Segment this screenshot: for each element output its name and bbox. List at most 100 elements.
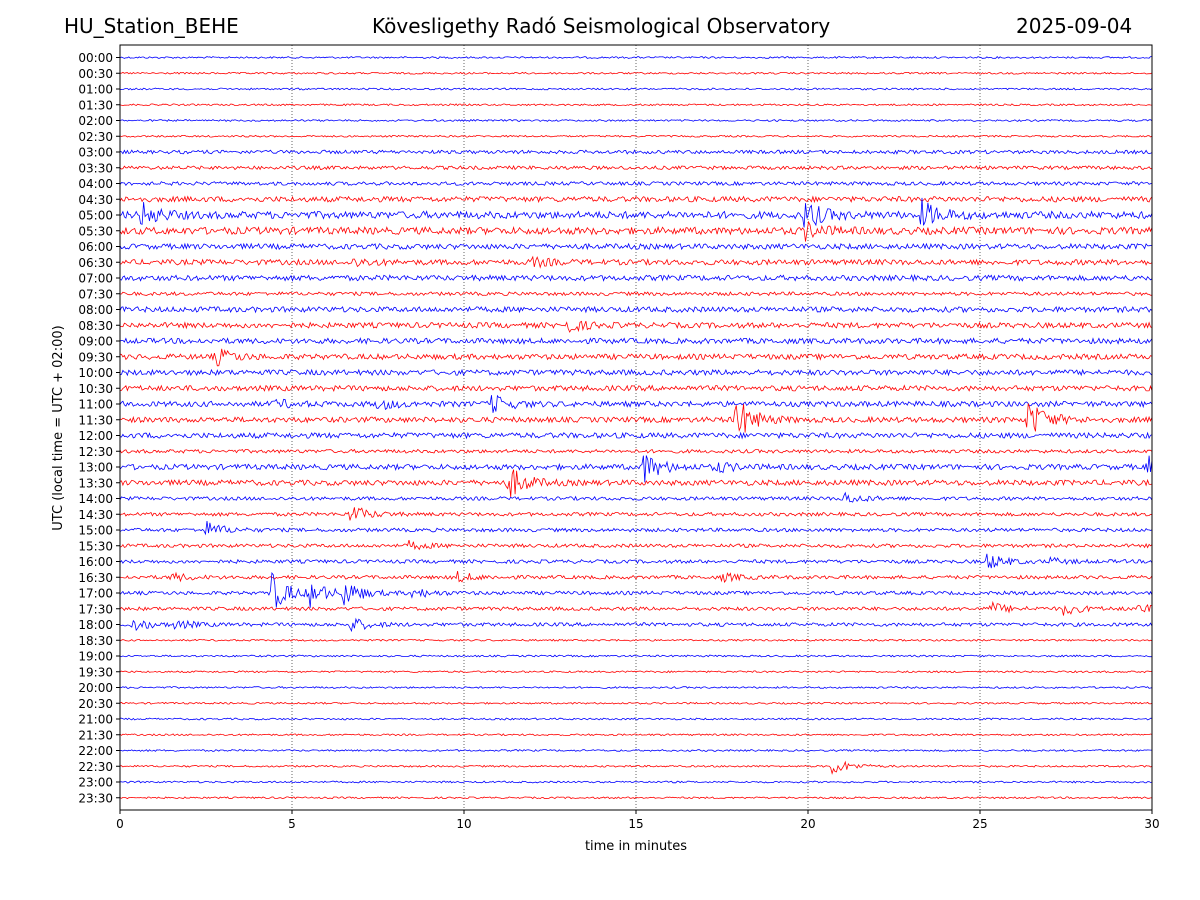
- y-tick-label: 23:00: [78, 776, 113, 790]
- trace-1230: [119, 448, 1153, 454]
- y-tick-label: 11:00: [78, 398, 113, 412]
- grid-lines: [291, 45, 981, 810]
- y-tick-label: 04:30: [78, 193, 113, 207]
- y-tick-label: 02:30: [78, 130, 113, 144]
- y-tick-label: 13:00: [78, 461, 113, 475]
- y-tick-label: 00:00: [78, 51, 113, 65]
- y-tick-label: 15:30: [78, 539, 113, 553]
- seismogram-traces: [119, 55, 1153, 800]
- x-tick-label: 25: [972, 817, 987, 831]
- y-tick-label: 21:30: [78, 728, 113, 742]
- trace-1330: [119, 469, 1153, 498]
- y-tick-label: 08:00: [78, 303, 113, 317]
- y-tick-label: 13:30: [78, 476, 113, 490]
- y-tick-label: 02:00: [78, 114, 113, 128]
- y-tick-label: 01:00: [78, 83, 113, 97]
- chart-title: Kövesligethy Radó Seismological Observat…: [372, 14, 831, 38]
- y-tick-label: 01:30: [78, 98, 113, 112]
- y-tick-label: 07:00: [78, 272, 113, 286]
- trace-2130: [119, 733, 1153, 737]
- chart-date: 2025-09-04: [1016, 14, 1133, 38]
- trace-1830: [119, 638, 1153, 642]
- trace-1000: [119, 368, 1153, 377]
- trace-1600: [119, 553, 1153, 569]
- trace-0830: [119, 320, 1153, 333]
- y-tick-label: 06:00: [78, 240, 113, 254]
- y-tick-label: 14:00: [78, 492, 113, 506]
- y-tick-label: 09:30: [78, 350, 113, 364]
- trace-0200: [119, 119, 1153, 122]
- trace-0430: [119, 195, 1153, 204]
- trace-0500: [119, 197, 1153, 228]
- y-tick-label: 03:30: [78, 161, 113, 175]
- trace-1900: [119, 654, 1152, 658]
- trace-1730: [119, 600, 1153, 616]
- trace-2230: [119, 760, 1153, 775]
- trace-0630: [119, 255, 1153, 269]
- trace-2100: [120, 717, 1153, 721]
- y-tick-label: 23:30: [78, 791, 113, 805]
- trace-2200: [119, 748, 1152, 753]
- trace-1430: [119, 507, 1153, 521]
- x-tick-label: 10: [456, 817, 471, 831]
- trace-0100: [119, 87, 1153, 91]
- x-tick-label: 15: [628, 817, 643, 831]
- trace-2000: [119, 685, 1153, 689]
- trace-1700: [119, 571, 1153, 608]
- y-tick-label: 20:00: [78, 681, 113, 695]
- y-axis-label: UTC (local time = UTC + 02:00): [51, 325, 66, 530]
- x-tick-label: 20: [800, 817, 815, 831]
- y-tick-label: 16:30: [78, 571, 113, 585]
- y-tick-label: 12:00: [78, 429, 113, 443]
- trace-0000: [119, 55, 1152, 59]
- y-tick-label: 16:00: [78, 555, 113, 569]
- trace-0130: [119, 103, 1153, 107]
- y-tick-label: 12:30: [78, 445, 113, 459]
- trace-2300: [120, 780, 1153, 784]
- trace-1630: [119, 571, 1153, 584]
- y-tick-label: 08:30: [78, 319, 113, 333]
- y-tick-label: 09:00: [78, 335, 113, 349]
- y-tick-label: 10:00: [78, 366, 113, 380]
- x-tick-label: 0: [116, 817, 124, 831]
- y-tick-label: 15:00: [78, 524, 113, 538]
- y-tick-label: 17:30: [78, 602, 113, 616]
- y-tick-label: 11:30: [78, 413, 113, 427]
- trace-1500: [119, 521, 1153, 536]
- trace-1130: [119, 403, 1153, 433]
- y-tick-label: 17:00: [78, 587, 113, 601]
- trace-0030: [120, 71, 1153, 75]
- y-tick-label: 18:30: [78, 634, 113, 648]
- y-tick-label: 18:00: [78, 618, 113, 632]
- y-tick-label: 21:00: [78, 713, 113, 727]
- y-tick-label: 00:30: [78, 67, 113, 81]
- x-axis-ticks: 0 5 10 15 20 25 30: [116, 810, 1160, 831]
- y-tick-label: 14:30: [78, 508, 113, 522]
- trace-1100: [119, 394, 1153, 413]
- y-tick-label: 05:00: [78, 209, 113, 223]
- x-tick-label: 30: [1144, 817, 1159, 831]
- trace-1530: [119, 539, 1153, 551]
- trace-1800: [119, 617, 1153, 633]
- trace-0230: [119, 134, 1153, 138]
- trace-2030: [119, 701, 1153, 705]
- trace-1400: [119, 491, 1153, 503]
- trace-0330: [119, 165, 1152, 171]
- trace-0700: [119, 273, 1153, 283]
- station-name: HU_Station_BEHE: [64, 14, 239, 38]
- trace-0730: [120, 291, 1153, 297]
- trace-1030: [119, 384, 1153, 393]
- trace-0600: [119, 242, 1153, 251]
- trace-1930: [119, 670, 1153, 674]
- y-tick-label: 10:30: [78, 382, 113, 396]
- y-tick-label: 07:30: [78, 287, 113, 301]
- trace-0900: [119, 337, 1153, 346]
- y-tick-label: 05:30: [78, 224, 113, 238]
- y-tick-label: 20:30: [78, 697, 113, 711]
- trace-0300: [119, 149, 1153, 155]
- y-tick-label: 03:00: [78, 146, 113, 160]
- y-tick-label: 19:00: [78, 650, 113, 664]
- trace-0530: [119, 220, 1153, 242]
